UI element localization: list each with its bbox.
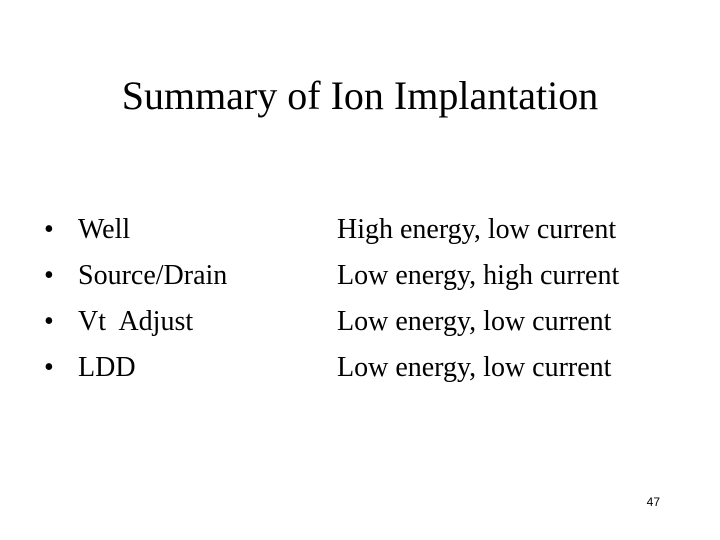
item-row: • Vt Adjust Low energy, low current xyxy=(0,302,720,342)
item-row: • Source/Drain Low energy, high current xyxy=(0,256,720,296)
item-description: Low energy, low current xyxy=(337,352,612,383)
slide-title: Summary of Ion Implantation xyxy=(121,73,599,118)
item-term: Well xyxy=(78,214,131,245)
item-row: • LDD Low energy, low current xyxy=(0,348,720,388)
item-description: Low energy, low current xyxy=(337,306,612,337)
bullet: • xyxy=(44,260,54,291)
item-description: High energy, low current xyxy=(337,214,617,245)
page-number: 47 xyxy=(646,495,660,509)
bullet: • xyxy=(44,306,54,337)
item-term: Source/Drain xyxy=(78,260,228,291)
item-term: Vt Adjust xyxy=(78,306,194,337)
item-term: LDD xyxy=(78,352,136,383)
item-description: Low energy, high current xyxy=(337,260,620,291)
bullet: • xyxy=(44,352,54,383)
bullet: • xyxy=(44,214,54,245)
item-row: • Well High energy, low current xyxy=(0,210,720,250)
